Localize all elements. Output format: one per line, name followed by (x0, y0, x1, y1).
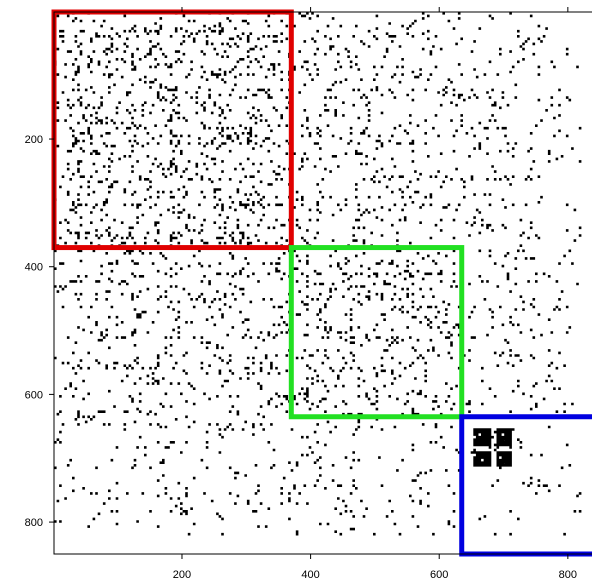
y-tick-label: 800 (25, 517, 43, 529)
x-tick-label: 800 (559, 569, 577, 581)
y-tick-label: 600 (25, 389, 43, 401)
y-tick-label: 200 (25, 134, 43, 146)
y-tick-label: 400 (25, 262, 43, 274)
x-tick-label: 400 (301, 569, 319, 581)
block-2-outline (288, 245, 465, 420)
axes: 200 400 600 800 200 400 600 800 (25, 7, 577, 581)
x-tick-label: 600 (430, 569, 448, 581)
x-tick-label: 200 (173, 569, 191, 581)
plot-frame (53, 11, 592, 555)
matrix-entries (54, 12, 582, 536)
matrix-nonzero-cells (54, 12, 582, 536)
